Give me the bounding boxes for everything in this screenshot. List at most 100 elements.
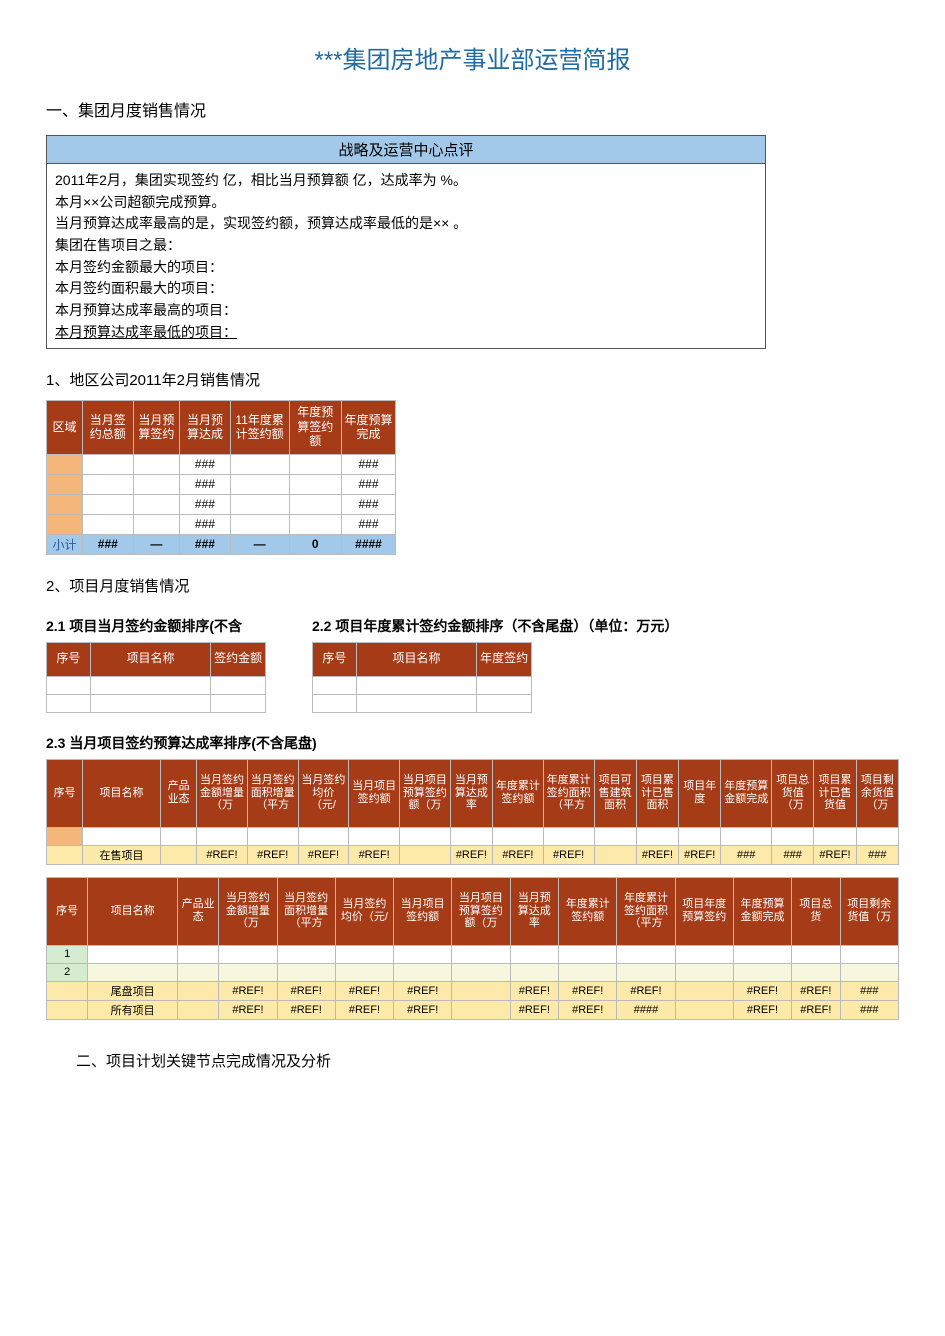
table-header-cell: 当月签约金额增量（万 xyxy=(219,877,277,945)
table-2-1: 序号项目名称签约金额 xyxy=(46,642,266,713)
table-cell xyxy=(230,474,289,494)
table-cell: #REF! xyxy=(349,845,400,864)
table-cell xyxy=(721,827,772,845)
commentary-line: 当月预算达成率最高的是，实现签约额，预算达成率最低的是×× 。 xyxy=(55,213,757,235)
table-cell xyxy=(83,514,134,534)
table-header-cell: 项目累计已售货值 xyxy=(814,759,856,827)
table-cell: #REF! xyxy=(733,1000,791,1019)
table-cell xyxy=(47,981,88,1000)
commentary-line: 集团在售项目之最： xyxy=(55,235,757,257)
table-row xyxy=(47,827,899,845)
table-header-cell: 签约金额 xyxy=(211,642,266,676)
table-cell: ### xyxy=(341,474,395,494)
table-cell: ### xyxy=(341,454,395,474)
table-header-cell: 项目名称 xyxy=(82,759,160,827)
table-cell xyxy=(679,827,721,845)
table-cell: ### xyxy=(180,454,231,474)
table-cell: ### xyxy=(341,494,395,514)
table-cell xyxy=(452,981,510,1000)
table-cell xyxy=(356,694,476,712)
commentary-line: 2011年2月，集团实现签约 亿，相比当月预算额 亿，达成率为 %。 xyxy=(55,170,757,192)
table-2-3a: 序号项目名称产品业态当月签约金额增量（万当月签约面积增量（平方当月签约均价（元/… xyxy=(46,759,899,865)
table-cell xyxy=(277,963,335,981)
table-cell xyxy=(211,676,266,694)
table-header-cell: 11年度累计签约额 xyxy=(230,400,289,454)
table-cell: ### xyxy=(840,1000,898,1019)
table-row xyxy=(313,676,532,694)
table-cell xyxy=(289,514,341,534)
table-cell xyxy=(510,963,559,981)
table-cell xyxy=(289,494,341,514)
table-cell: ### xyxy=(180,474,231,494)
table-cell: #REF! xyxy=(679,845,721,864)
table-cell xyxy=(772,827,814,845)
table-cell xyxy=(230,514,289,534)
table-header-cell: 当月预算达成率 xyxy=(450,759,492,827)
commentary-line: 本月签约金额最大的项目： xyxy=(55,257,757,279)
table-cell xyxy=(90,694,210,712)
table-cell: ### xyxy=(856,845,898,864)
table-cell xyxy=(47,827,83,845)
table-cell xyxy=(675,1000,733,1019)
table-cell: #REF! xyxy=(277,981,335,1000)
table-cell: #REF! xyxy=(559,1000,617,1019)
table-cell xyxy=(82,827,160,845)
table-header-cell: 年度签约 xyxy=(477,642,532,676)
table-cell xyxy=(452,945,510,963)
table-cell xyxy=(289,454,341,474)
table-cell: 所有项目 xyxy=(88,1000,178,1019)
table-header-cell: 项目累计已售面积 xyxy=(636,759,678,827)
table-header-cell: 当月签约面积增量（平方 xyxy=(277,877,335,945)
table-cell xyxy=(477,694,532,712)
table-cell xyxy=(178,963,219,981)
table-cell: #REF! xyxy=(636,845,678,864)
table-cell xyxy=(47,845,83,864)
table-header-cell: 项目年度 xyxy=(679,759,721,827)
table-header-cell: 产品业态 xyxy=(178,877,219,945)
table-cell xyxy=(178,1000,219,1019)
table-cell xyxy=(394,945,452,963)
table-cell: — xyxy=(230,534,289,554)
table-cell: ### xyxy=(83,534,134,554)
table-cell xyxy=(400,827,451,845)
table-cell: ### xyxy=(180,494,231,514)
table-cell xyxy=(133,494,180,514)
table-cell xyxy=(792,963,841,981)
table-header-cell: 当月签约面积增量（平方 xyxy=(247,759,298,827)
table-header-cell: 当月签约金额增量（万 xyxy=(197,759,248,827)
table-header-cell: 当月项目签约额 xyxy=(394,877,452,945)
table-header-cell: 年度预算签约额 xyxy=(289,400,341,454)
table-cell xyxy=(47,514,83,534)
table-header-cell: 当月预算达成 xyxy=(180,400,231,454)
table-row: 1 xyxy=(47,945,899,963)
table-cell xyxy=(394,963,452,981)
table-cell xyxy=(452,963,510,981)
table-header-cell: 当月预算达成率 xyxy=(510,877,559,945)
table-header-cell: 当月项目预算签约额（万 xyxy=(400,759,451,827)
table-cell xyxy=(543,827,594,845)
table-row: ###### xyxy=(47,514,396,534)
table-cell xyxy=(83,474,134,494)
table-cell: #REF! xyxy=(219,981,277,1000)
table-cell xyxy=(349,827,400,845)
table-cell xyxy=(675,981,733,1000)
table-cell xyxy=(617,945,675,963)
table-cell xyxy=(313,694,357,712)
table-cell: #REF! xyxy=(510,981,559,1000)
table-cell xyxy=(161,845,197,864)
table-cell: ### xyxy=(721,845,772,864)
table-cell xyxy=(133,454,180,474)
table-cell xyxy=(594,845,636,864)
page-title: ***集团房地产事业部运营简报 xyxy=(46,40,899,75)
table-header-cell: 当月签约均价（元/ xyxy=(335,877,393,945)
table-cell: #### xyxy=(617,1000,675,1019)
table-cell: ### xyxy=(180,534,231,554)
table-cell xyxy=(594,827,636,845)
table-cell: #REF! xyxy=(792,981,841,1000)
heading-2-1: 2.1 项目当月签约金额排序(不含 xyxy=(46,616,266,636)
table-region-sales: 区域当月签约总额当月预算签约当月预算达成11年度累计签约额年度预算签约额年度预算… xyxy=(46,400,396,555)
table-cell xyxy=(47,1000,88,1019)
table-header-cell: 序号 xyxy=(47,759,83,827)
table-cell xyxy=(88,945,178,963)
table-cell: 尾盘项目 xyxy=(88,981,178,1000)
